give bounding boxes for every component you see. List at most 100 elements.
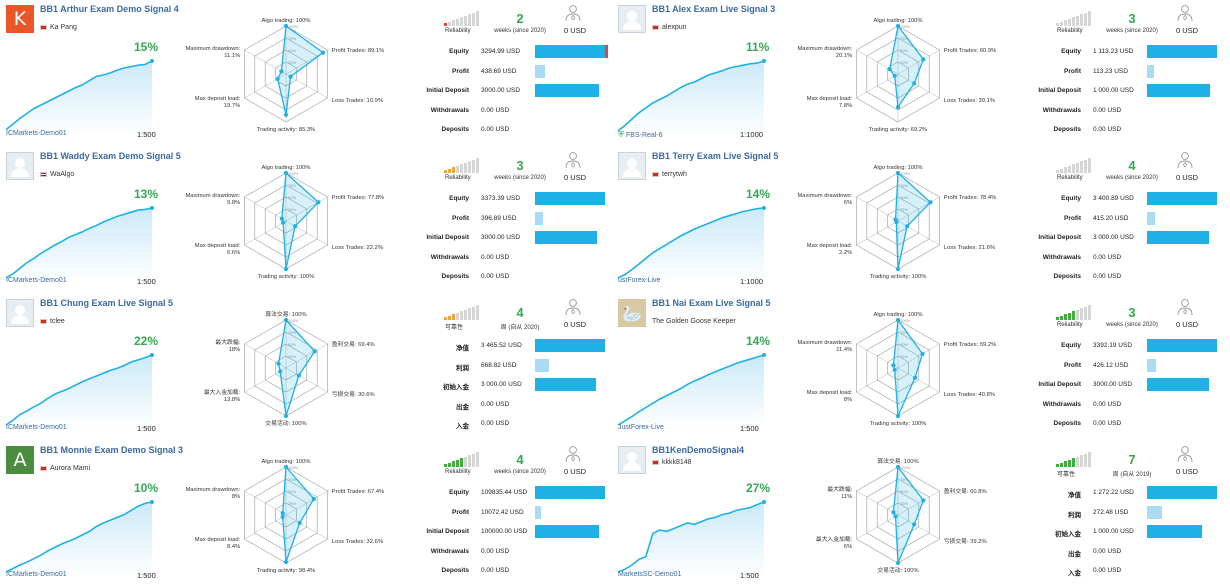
finance-label: Withdrawals <box>430 106 469 114</box>
avatar[interactable]: A <box>6 446 34 474</box>
author-line[interactable]: terrytwh <box>652 171 687 178</box>
avatar[interactable] <box>618 446 646 474</box>
reliability-bars <box>444 10 479 26</box>
finance-label: Profit <box>1064 67 1081 75</box>
radar-scale-label: 100% <box>288 24 299 29</box>
broker-name[interactable]: JustForex-Live <box>618 424 664 431</box>
broker-server[interactable]: ⛨ FBS-Real-6 <box>618 130 663 140</box>
radar-scale-label: 75% <box>900 477 908 482</box>
broker-server[interactable]: ICMarkets-Demo01 <box>6 424 67 431</box>
signal-card[interactable]: 🦢 BB1 Nai Exam Live Signal 5 The Golden Go… <box>612 294 1224 441</box>
author-name[interactable]: WaAlgo <box>50 171 75 178</box>
signal-title-link[interactable]: BB1 Waddy Exam Demo Signal 5 <box>40 151 181 161</box>
signal-card[interactable]: BB1 Terry Exam Live Signal 5 terrytwh 14% u… <box>612 147 1224 294</box>
avatar[interactable] <box>618 152 646 180</box>
broker-name[interactable]: ICMarkets-Demo01 <box>6 130 67 137</box>
broker-server[interactable]: JustForex-Live <box>618 424 664 431</box>
signal-title-link[interactable]: BB1 Nai Exam Live Signal 5 <box>652 298 771 308</box>
signal-card[interactable]: BB1 Waddy Exam Demo Signal 5 WaAlgo 13% ICM… <box>0 147 612 294</box>
author-line[interactable]: tclee <box>40 318 65 325</box>
avatar-goose[interactable]: 🦢 <box>618 299 646 327</box>
author-line[interactable]: WaAlgo <box>40 171 74 178</box>
reliability-bar <box>460 311 463 320</box>
signal-card[interactable]: A BB1 Monnie Exam Demo Signal 3 Aurora Mam… <box>0 441 612 588</box>
finance-value: 0.00 USD <box>1093 547 1122 555</box>
radar-chart: 25% 50% 75% 100%Algo trading: 100% Profit Tr… <box>185 165 384 280</box>
signal-title-link[interactable]: BB1 Monnie Exam Demo Signal 3 <box>40 445 184 455</box>
reliability-bar <box>464 309 467 320</box>
author-name[interactable]: The Golden Goose Keeper <box>652 318 736 325</box>
radar-axis <box>897 73 940 99</box>
broker-server[interactable]: ICMarkets-Demo01 <box>6 130 67 137</box>
author-line[interactable]: The Golden Goose Keeper <box>652 318 736 325</box>
signal-title-link[interactable]: BB1 Terry Exam Live Signal 5 <box>652 151 779 161</box>
sparkline-end-dot <box>762 59 766 63</box>
radar-point <box>892 367 897 373</box>
author-line[interactable]: Ka Pang <box>40 24 77 31</box>
reliability-bar <box>464 162 467 173</box>
flag-us-icon <box>40 172 47 177</box>
broker-name[interactable]: ICMarkets-Demo01 <box>6 424 67 431</box>
author-name[interactable]: alexpun <box>662 24 687 31</box>
finance-label: Equity <box>1061 342 1081 349</box>
avatar[interactable] <box>6 152 34 180</box>
broker-server[interactable]: MarketsSC-Demo01 <box>618 571 681 578</box>
subscribers-icon: 0 <box>1177 299 1193 316</box>
finance-value: 396.89 USD <box>481 214 517 222</box>
avatar-body-shape <box>623 21 641 30</box>
radar-chart: 25% 50% 75% 100%Algo trading: 100% Profit Tr… <box>797 312 996 427</box>
author-name[interactable]: tclee <box>50 318 65 325</box>
author-name[interactable]: Aurora Mami <box>50 465 91 472</box>
reliability-bar <box>472 306 475 320</box>
broker-name[interactable]: ustForex-Live <box>618 277 661 284</box>
sparkline-end-dot <box>150 59 154 63</box>
radar-axis <box>856 514 899 540</box>
subscribers-count: 0 <box>1183 163 1187 169</box>
signal-card[interactable]: K BB1 Arthur Exam Demo Signal 4 Ka Pang 15%… <box>0 0 612 147</box>
signal-title-link[interactable]: BB1 Arthur Exam Demo Signal 4 <box>40 4 179 14</box>
reliability-bars <box>1056 304 1091 320</box>
signal-title-link[interactable]: BB1 Chung Exam Live Signal 5 <box>40 298 174 308</box>
reliability-bar <box>1064 167 1067 173</box>
broker-server[interactable]: ustForex-Live <box>618 277 660 284</box>
author-name[interactable]: kkkk8148 <box>662 459 692 466</box>
signal-card[interactable]: BB1KenDemoSignal4 kkkk8148 27% MarketsSC-De… <box>612 441 1224 588</box>
broker-name[interactable]: FBS-Real-6 <box>626 131 663 139</box>
broker-server[interactable]: ICMarkets-Demo01 <box>6 571 67 578</box>
author-name[interactable]: terrytwh <box>662 171 687 178</box>
finance-label: 净值 <box>1068 492 1081 499</box>
author-line[interactable]: Aurora Mami <box>40 465 90 472</box>
broker-name[interactable]: ICMarkets-Demo01 <box>6 277 67 284</box>
radar-point <box>279 216 284 221</box>
author-line[interactable]: kkkk8148 <box>652 459 692 466</box>
author-line[interactable]: alexpun <box>652 24 687 31</box>
radar-axis-label: Trading activity: 100% <box>258 274 315 280</box>
weeks-count: 2 <box>516 11 524 26</box>
signal-card[interactable]: BB1 Chung Exam Live Signal 5 tclee 22% ICMa… <box>0 294 612 441</box>
radar-scale-label: 50% <box>288 48 296 53</box>
signal-card[interactable]: BB1 Alex Exam Live Signal 3 alexpun 11% ⛨ FB… <box>612 0 1224 147</box>
avatar[interactable]: K <box>6 5 34 33</box>
reliability-bar <box>1084 159 1087 173</box>
avatar[interactable] <box>618 5 646 33</box>
finance-value: 3000.00 USD <box>481 234 521 241</box>
reliability-bar <box>1080 14 1083 26</box>
broker-name[interactable]: MarketsSC-Demo01 <box>618 571 682 578</box>
finance-label: Initial Deposit <box>1038 87 1081 94</box>
radar-axis <box>856 367 899 393</box>
signal-title-link[interactable]: BB1KenDemoSignal4 <box>652 445 745 455</box>
radar-axis <box>285 220 328 246</box>
radar-point <box>275 76 280 81</box>
radar-point <box>280 510 285 516</box>
avatar[interactable] <box>6 299 34 327</box>
broker-name[interactable]: ICMarkets-Demo01 <box>6 571 67 578</box>
sparkline-line <box>617 501 765 573</box>
radar-point <box>296 373 301 378</box>
finance-value: 1 272.22 USD <box>1093 489 1134 496</box>
growth-sparkline <box>617 206 766 282</box>
radar-axis <box>285 514 328 540</box>
radar-chart: 25% 50% 75% 100%Algo trading: 100% Profit Tr… <box>797 165 996 280</box>
author-name[interactable]: Ka Pang <box>50 24 77 31</box>
signal-title-link[interactable]: BB1 Alex Exam Live Signal 3 <box>652 4 776 14</box>
broker-server[interactable]: ICMarkets-Demo01 <box>6 277 67 284</box>
